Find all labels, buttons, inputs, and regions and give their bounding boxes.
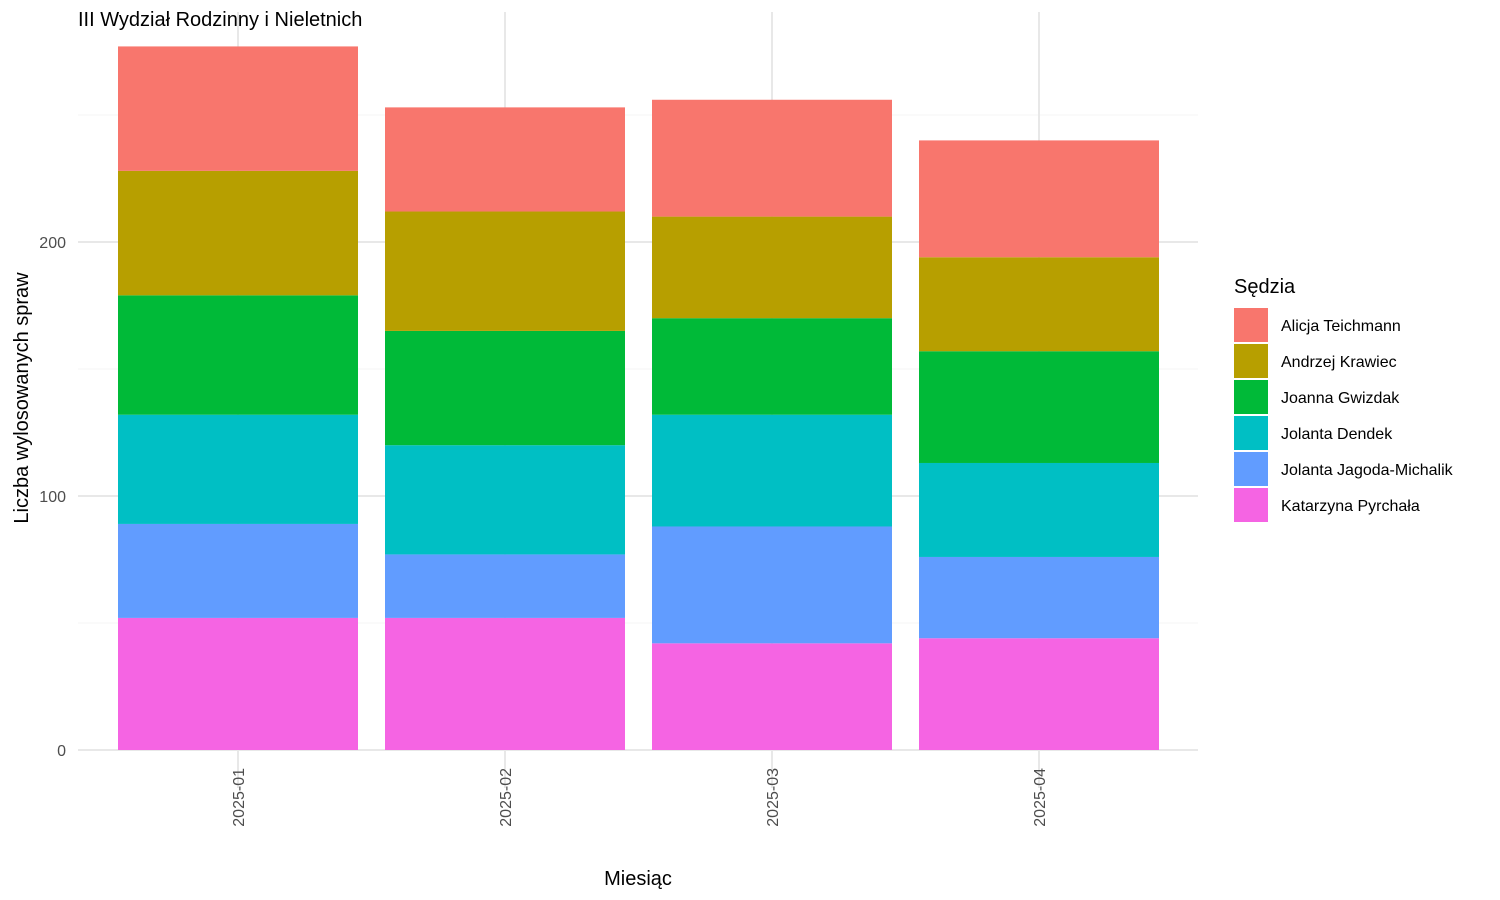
legend-swatch — [1234, 416, 1268, 450]
x-tick-label: 2025-03 — [765, 768, 782, 827]
bar-segment — [919, 462, 1159, 557]
bar-segment — [385, 554, 625, 618]
bar-segment — [919, 556, 1159, 639]
y-tick-label: 100 — [39, 489, 66, 506]
bar-segment — [118, 523, 358, 618]
legend-label: Alicja Teichmann — [1281, 318, 1401, 335]
bars-layer — [118, 46, 1159, 750]
bar-segment — [385, 107, 625, 212]
legend-swatch — [1234, 344, 1268, 378]
bar-segment — [118, 295, 358, 415]
legend-title: Sędzia — [1234, 276, 1296, 298]
x-tick-label: 2025-01 — [231, 768, 248, 827]
y-axis-title: Liczba wylosowanych spraw — [11, 272, 33, 524]
bar-segment — [385, 617, 625, 750]
y-tick-label: 0 — [57, 743, 66, 760]
legend-label: Katarzyna Pyrchała — [1281, 498, 1420, 515]
axis-layer: 0 100 200 2025-01 2025-02 2025-03 2025-04 — [39, 235, 1049, 827]
bar-segment — [118, 617, 358, 750]
bar-segment — [652, 216, 892, 319]
bar-segment — [118, 414, 358, 524]
bar-segment — [652, 99, 892, 217]
legend-swatch — [1234, 452, 1268, 486]
bar-segment — [919, 140, 1159, 258]
legend-swatch — [1234, 488, 1268, 522]
y-tick-label: 200 — [39, 235, 66, 252]
chart-title: III Wydział Rodzinny i Nieletnich — [78, 9, 362, 31]
x-tick-label: 2025-04 — [1032, 768, 1049, 827]
bar-segment — [118, 46, 358, 171]
bar-segment — [385, 211, 625, 331]
bar-segment — [652, 643, 892, 750]
bar-segment — [652, 526, 892, 644]
bar-segment — [385, 445, 625, 555]
legend-label: Jolanta Dendek — [1281, 426, 1393, 443]
bar-segment — [652, 414, 892, 527]
legend: Sędzia Alicja Teichmann Andrzej Krawiec Jo… — [1234, 276, 1454, 522]
bar-segment — [919, 351, 1159, 463]
bar-segment — [919, 257, 1159, 352]
bar-segment — [919, 638, 1159, 750]
x-axis-title: Miesiąc — [604, 868, 672, 890]
legend-label: Jolanta Jagoda-Michalik — [1281, 462, 1454, 479]
x-tick-label: 2025-02 — [498, 768, 515, 827]
legend-items: Alicja Teichmann Andrzej Krawiec Joanna Gw… — [1234, 308, 1454, 522]
bar-segment — [652, 318, 892, 415]
legend-label: Joanna Gwizdak — [1281, 390, 1400, 407]
bar-segment — [385, 330, 625, 446]
bar-segment — [118, 170, 358, 296]
legend-label: Andrzej Krawiec — [1281, 354, 1397, 371]
legend-swatch — [1234, 308, 1268, 342]
legend-swatch — [1234, 380, 1268, 414]
